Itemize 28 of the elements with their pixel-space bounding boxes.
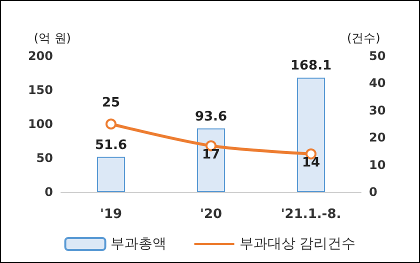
y-axis-title: (억 원) — [34, 31, 71, 45]
y-tick-label: 100 — [28, 117, 53, 131]
data-label: 25 — [102, 96, 120, 110]
legend-label: 부과총액 — [110, 236, 166, 252]
y-tick-label: 0 — [44, 185, 53, 199]
bar — [197, 128, 225, 192]
y-tick-label: 150 — [28, 83, 53, 97]
bar — [297, 78, 325, 192]
bar — [97, 156, 125, 192]
x-tick-label: '19 — [100, 207, 122, 222]
y2-tick-label: 40 — [369, 76, 386, 90]
y2-tick-label: 30 — [369, 103, 386, 118]
x-tick-label: '20 — [200, 207, 222, 222]
y2-tick-label: 10 — [369, 158, 386, 172]
data-label: 14 — [302, 155, 320, 170]
legend-label: 부과대상 감리건수 — [239, 236, 356, 252]
data-label: 93.6 — [194, 109, 228, 124]
y-tick-label: 50 — [36, 151, 53, 165]
y2-axis-title: (건수) — [347, 31, 380, 45]
point — [106, 118, 116, 130]
data-label: 168.1 — [290, 58, 332, 74]
y-tick-label: 200 — [28, 49, 53, 63]
x-tick-label: '21.1.-8. — [280, 207, 342, 222]
data-label: 17 — [202, 147, 220, 162]
y2-tick-label: 0 — [369, 185, 378, 199]
y2-tick-label: 20 — [369, 130, 386, 145]
y2-tick-label: 50 — [369, 49, 386, 63]
data-label: 51.6 — [94, 138, 128, 153]
